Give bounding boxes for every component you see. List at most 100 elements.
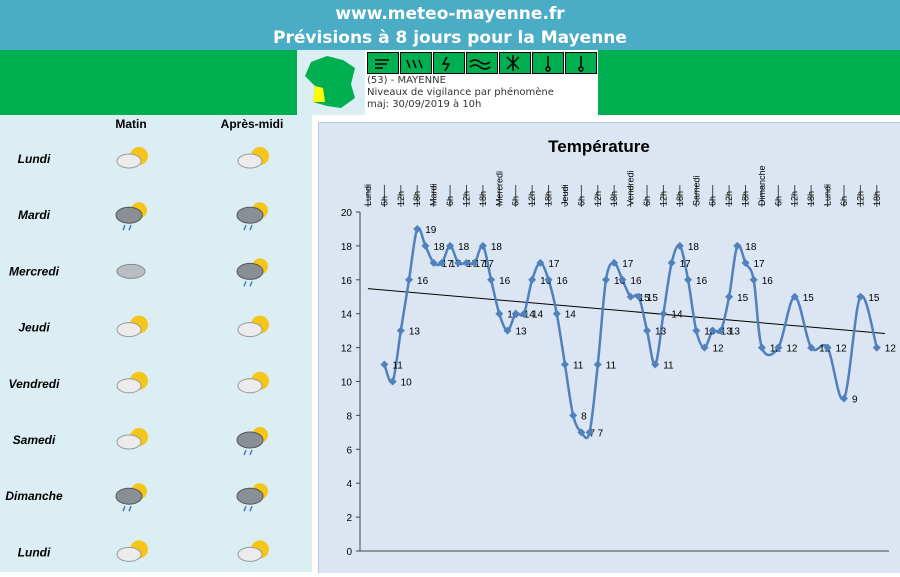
- data-point: [388, 377, 397, 386]
- data-label: 13: [704, 327, 716, 338]
- day-label: Dimanche: [5, 489, 63, 503]
- data-point: [380, 360, 389, 369]
- weather-icon: [236, 426, 269, 456]
- x-tick-label: 12h: [593, 191, 603, 206]
- weather-icon: [116, 315, 149, 338]
- data-point: [487, 275, 496, 284]
- y-tick-label: 0: [346, 547, 352, 558]
- x-tick-label: Jeudi: [560, 184, 570, 206]
- weather-icon: [116, 539, 149, 562]
- data-point: [634, 292, 643, 301]
- data-label: 12: [819, 344, 831, 355]
- data-label: 11: [392, 361, 403, 372]
- data-label: 10: [401, 378, 413, 389]
- day-label: Lundi: [18, 545, 51, 559]
- x-tick-label: 6h: [839, 196, 849, 206]
- x-tick-label: 18h: [412, 191, 422, 206]
- vigilance-box[interactable]: (53) - MAYENNE Niveaux de vigilance par …: [297, 50, 598, 115]
- data-label: 16: [696, 276, 708, 287]
- weather-icon: [237, 315, 270, 338]
- data-point: [454, 258, 463, 267]
- data-label: 12: [836, 344, 848, 355]
- data-label: 14: [507, 310, 519, 321]
- data-point: [462, 258, 471, 267]
- data-point: [470, 258, 479, 267]
- data-point: [577, 428, 586, 437]
- data-point: [626, 292, 635, 301]
- weather-icon: [237, 371, 270, 394]
- y-tick-label: 10: [341, 378, 353, 389]
- day-label: Mercredi: [9, 264, 60, 278]
- weather-icon: [116, 263, 146, 279]
- data-point: [478, 241, 487, 250]
- data-point: [593, 360, 602, 369]
- data-point: [544, 275, 553, 284]
- data-point: [692, 326, 701, 335]
- x-tick-label: 6h: [576, 196, 586, 206]
- data-point: [569, 411, 578, 420]
- data-point: [643, 326, 652, 335]
- trendline: [367, 288, 886, 335]
- chart-area: Température 0 2 4 6 8 10 12 14 16 18 20 Lundi 6h 12h 1…: [318, 122, 900, 573]
- data-label: 14: [671, 310, 683, 321]
- x-tick-label: 6h: [708, 196, 718, 206]
- x-tick-label: 18h: [609, 191, 619, 206]
- y-tick-label: 8: [346, 411, 352, 422]
- x-tick-label: 6h: [511, 196, 521, 206]
- data-label: 17: [466, 259, 478, 270]
- x-tick-label: Samedi: [691, 175, 701, 206]
- data-point: [511, 309, 520, 318]
- x-tick-label: 18h: [806, 191, 816, 206]
- data-point: [741, 258, 750, 267]
- x-tick-label: Vendredi: [626, 170, 636, 206]
- x-tick-label: 12h: [527, 191, 537, 206]
- data-point: [503, 326, 512, 335]
- data-point: [856, 292, 865, 301]
- data-label: 17: [474, 259, 486, 270]
- data-label: 17: [753, 259, 765, 270]
- y-tick-label: 12: [341, 344, 353, 355]
- weather-icon: [116, 371, 149, 394]
- data-label: 13: [729, 327, 741, 338]
- data-label: 8: [581, 411, 587, 422]
- x-tick-label: 6h: [773, 196, 783, 206]
- data-label: 18: [433, 242, 445, 253]
- x-tick-label: 12h: [724, 191, 734, 206]
- weather-icon: [115, 482, 148, 512]
- data-label: 13: [655, 327, 667, 338]
- data-label: 15: [868, 293, 880, 304]
- data-label: 16: [417, 276, 429, 287]
- data-point: [749, 275, 758, 284]
- x-tick-label: Mardi: [429, 183, 439, 206]
- y-tick-label: 16: [341, 276, 353, 287]
- x-tick-label: 18h: [740, 191, 750, 206]
- weather-icon: [115, 201, 148, 231]
- day-label: Vendredi: [9, 377, 61, 391]
- data-point: [675, 241, 684, 250]
- weather-icon: [237, 539, 270, 562]
- weather-icon: [116, 427, 149, 450]
- data-label: 16: [630, 276, 642, 287]
- page-title: Prévisions à 8 jours pour la Mayenne: [273, 28, 627, 48]
- data-label: 18: [491, 242, 503, 253]
- day-label: Lundi: [18, 152, 51, 166]
- x-tick-label: 12h: [396, 191, 406, 206]
- data-label: 16: [614, 276, 626, 287]
- data-point: [618, 275, 627, 284]
- data-label: 15: [737, 293, 749, 304]
- data-label: 15: [639, 293, 651, 304]
- data-label: 12: [786, 344, 798, 355]
- data-point: [446, 241, 455, 250]
- data-point: [774, 343, 783, 352]
- x-tick-label: Mercredi: [494, 171, 504, 206]
- y-tick-label: 20: [341, 208, 353, 219]
- x-tick-label: 12h: [461, 191, 471, 206]
- data-point: [708, 326, 717, 335]
- x-tick-label: Lundi: [363, 184, 373, 206]
- day-label: Jeudi: [18, 321, 50, 335]
- data-label: 17: [622, 259, 634, 270]
- data-point: [396, 326, 405, 335]
- data-label: 18: [688, 242, 700, 253]
- data-point: [610, 258, 619, 267]
